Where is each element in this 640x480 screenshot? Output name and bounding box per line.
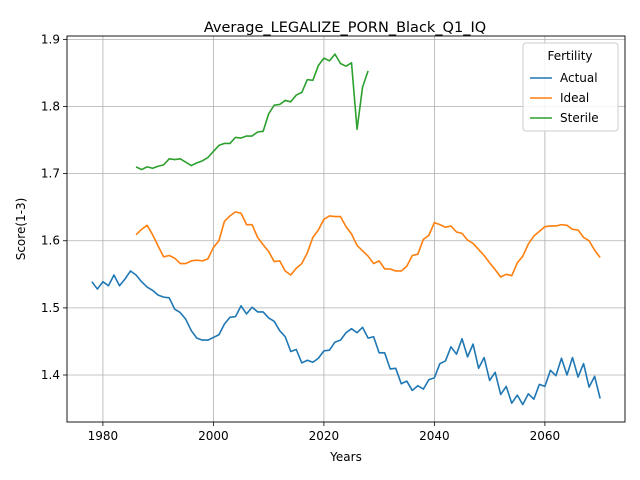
legend-box [522,42,619,132]
x-tick-label: 2020 [309,429,340,443]
plot-frame [66,35,626,423]
y-tick-label: 1.8 [41,99,60,113]
y-tick-label: 1.7 [41,167,60,181]
x-tick-label: 2060 [530,429,561,443]
legend-items: Actual Ideal Sterile [530,71,599,125]
x-tick-label: 2000 [198,429,229,443]
legend-title: Fertility [547,49,592,63]
y-tick-label: 1.4 [41,368,60,382]
series-line-actual [91,270,601,406]
x-tick-label: 2040 [419,429,450,443]
y-tick-label: 1.5 [41,301,60,315]
y-tick-label: 1.9 [41,32,60,46]
legend-label-sterile: Sterile [560,111,599,125]
x-tick-label: 1980 [88,429,119,443]
series-line-sterile [135,53,369,171]
x-axis-label: Years [329,450,362,464]
y-axis-label: Score(1-3) [14,198,28,261]
legend-label-actual: Actual [560,71,598,85]
axis-ticks: 1980 2000 2020 2040 2060 1.4 1.5 1.6 1.7 1.8 1.9 [41,32,560,443]
y-tick-label: 1.6 [41,234,60,248]
series-line-ideal [135,211,601,278]
legend: Fertility Actual Ideal Sterile [522,42,619,132]
series-lines [91,53,601,406]
chart-title: Average_LEGALIZE_PORN_Black_Q1_IQ [204,20,486,36]
legend-label-ideal: Ideal [560,91,589,105]
